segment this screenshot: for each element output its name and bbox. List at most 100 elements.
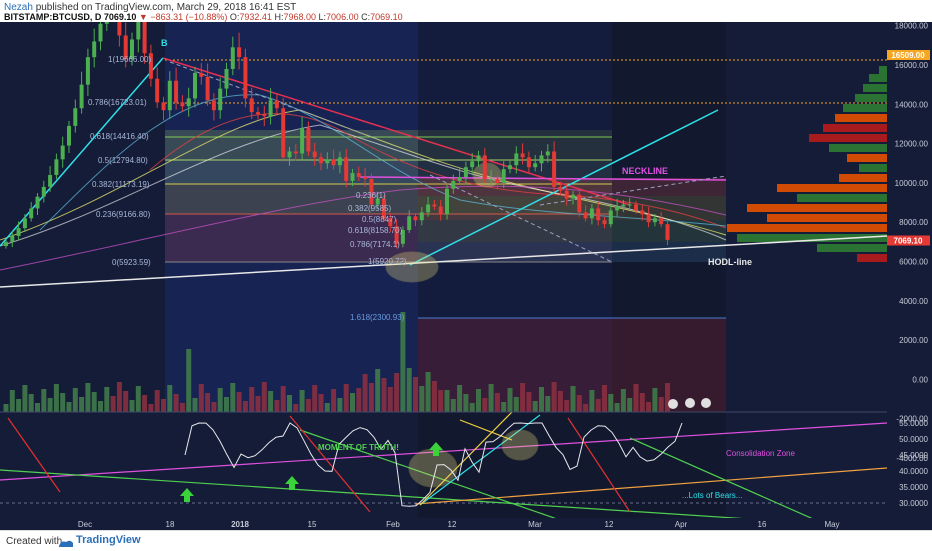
candle-body: [652, 218, 657, 223]
fib-label: 1(19666.00): [108, 55, 151, 64]
candle-body: [205, 76, 210, 101]
rsi-tick: 30.0000: [899, 499, 928, 508]
volume-bar: [230, 383, 236, 412]
candle-body: [508, 165, 512, 170]
candle-body: [659, 218, 664, 225]
candle-body: [419, 212, 424, 221]
volume-bar: [658, 397, 664, 412]
candle-body: [274, 100, 279, 109]
time-axis-labels: Dec 18 2018 15 Feb 12 Mar 12 Apr 16 May: [78, 520, 840, 529]
moment-of-truth-label: MOMENT OF TRUTH!: [318, 443, 399, 452]
fib-label: 0.5(8847): [362, 215, 397, 224]
hodl-line: [0, 235, 887, 288]
brand-name[interactable]: TradingView: [76, 534, 141, 546]
volume-bar: [47, 398, 53, 412]
volume-bar: [186, 349, 192, 412]
volume-bar: [104, 387, 110, 412]
volume-bar: [60, 393, 66, 412]
candle-body: [79, 84, 84, 109]
volume-bar: [639, 393, 645, 412]
highlight-ellipse-low: [385, 251, 439, 283]
candle-body: [117, 22, 122, 36]
rsi-tick: 45.0000: [899, 451, 928, 460]
candle-body: [539, 155, 544, 164]
candle-body: [48, 175, 53, 187]
candle-body: [596, 208, 601, 221]
candle-body: [104, 22, 109, 24]
volume-bar: [413, 377, 418, 412]
volume-bar: [205, 393, 211, 412]
volume-bar: [532, 401, 538, 412]
volume-bar: [545, 396, 551, 412]
candle-body: [413, 216, 418, 221]
up-arrows: [180, 442, 443, 502]
volume-bar: [583, 404, 589, 412]
fib-label: 0(5923.59): [112, 258, 151, 267]
volume-bar: [620, 389, 626, 412]
volume-bar: [652, 388, 658, 412]
candle-body: [526, 157, 531, 168]
price-axis[interactable]: [887, 22, 932, 530]
price-tag: [887, 49, 930, 60]
candle-body: [211, 100, 216, 111]
ma-red: [149, 113, 727, 229]
rsi-orange-line: [414, 467, 887, 505]
time-axis[interactable]: [0, 518, 887, 530]
candle-body: [193, 72, 197, 99]
marker-dot-1[interactable]: [668, 399, 678, 409]
candle-body: [463, 167, 468, 178]
candle-body: [230, 47, 235, 69]
volume-bar: [425, 372, 431, 412]
fib-label: 1(5920.72): [368, 257, 407, 266]
volume-bar: [9, 390, 15, 412]
candle-body: [388, 218, 393, 227]
price-tick: 2000.00: [899, 336, 928, 345]
candle-body: [615, 206, 620, 211]
candle-body: [85, 57, 90, 85]
rsi-axis-labels: 55.0000 50.0000 45.0000 40.0000 35.0000 30.00…: [899, 419, 928, 508]
volume-profile-bar: [817, 244, 887, 252]
open-value: 7932.41: [239, 12, 272, 22]
candle-body: [60, 145, 65, 160]
candle-body: [237, 47, 242, 58]
volume-bar: [614, 403, 620, 412]
volume-bar: [261, 382, 267, 412]
candle-body: [608, 210, 613, 225]
close-label: C:: [361, 12, 371, 22]
volume-bar: [375, 369, 381, 412]
volume-bar: [419, 386, 425, 412]
uptrend-line: [0, 57, 164, 247]
volume-bar: [438, 390, 444, 412]
volume-bar: [22, 385, 28, 412]
price-tick: 0.00: [912, 375, 928, 384]
candle-body: [29, 208, 34, 219]
author-link[interactable]: Nezah: [4, 2, 33, 13]
candle-body: [400, 230, 405, 244]
volume-bar: [387, 387, 393, 412]
marker-dot-2[interactable]: [685, 398, 695, 408]
volume-bar: [665, 383, 670, 412]
price-tick: 4000.00: [899, 297, 928, 306]
time-tick: May: [824, 520, 839, 529]
candle-body: [167, 80, 172, 111]
ma-magenta: [0, 185, 727, 271]
volume-profile-bar: [809, 134, 887, 142]
volume-bar: [287, 395, 292, 412]
candle-body: [130, 39, 134, 60]
price-tag: [887, 235, 930, 246]
candle-body: [470, 161, 475, 168]
volume-bar: [513, 397, 519, 412]
dashed-guide-2: [539, 175, 727, 206]
high-label: H:: [274, 12, 284, 22]
time-tick: Dec: [78, 520, 92, 529]
candle-body: [319, 157, 323, 164]
volume-profile-bar: [879, 66, 887, 74]
volume-bar: [627, 398, 633, 412]
volume-bar: [72, 388, 78, 412]
candle-body: [602, 220, 607, 225]
volume-profile-bar: [727, 224, 887, 232]
marker-dot-3[interactable]: [701, 398, 711, 408]
price-chart[interactable]: 1(19666.00) 0.786(16723.01) 0.618(14416.40…: [0, 22, 932, 530]
volume-bar: [368, 383, 374, 412]
volume-bar: [79, 397, 85, 412]
